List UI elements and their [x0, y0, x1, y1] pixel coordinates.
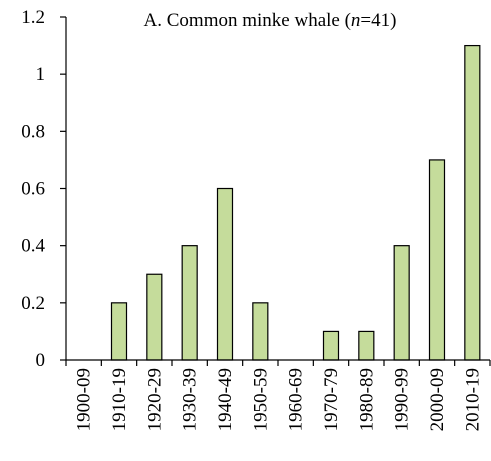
x-tick-label: 1990-99	[392, 368, 413, 431]
bar-1980-89	[358, 330, 375, 361]
bar-1940-49	[216, 187, 234, 361]
x-tick-label: 1910-19	[109, 368, 130, 431]
x-tick-label: 1900-09	[74, 368, 95, 431]
x-tick-label: 1980-89	[356, 368, 377, 431]
x-tick-label: 2010-19	[462, 368, 483, 431]
chart-title-prefix: A. Common minke whale (	[144, 10, 351, 31]
bar-2000-09	[428, 159, 446, 361]
y-tick-label: 0.8	[21, 121, 45, 142]
bars-group	[110, 44, 481, 361]
y-tick-label: 1.2	[21, 7, 45, 28]
y-tick-label: 0.2	[21, 293, 45, 314]
y-tick-label: 1	[36, 64, 46, 85]
x-tick-label: 1940-49	[215, 368, 236, 431]
x-tick-label: 1960-69	[286, 368, 307, 431]
x-tick-label: 1920-29	[144, 368, 165, 431]
bar-1990-99	[393, 245, 410, 361]
y-tick-label: 0.4	[21, 236, 45, 257]
bar-1950-59	[252, 302, 269, 361]
y-tick-label: 0.6	[21, 179, 45, 200]
bar-1910-19	[110, 302, 128, 361]
x-tick-label: 1950-59	[250, 368, 271, 431]
y-axis: 0 0.2 0.4 0.6 0.8 1 1.2	[21, 7, 67, 371]
chart-title-suffix: =41)	[360, 10, 396, 31]
x-tick-label: 2000-09	[427, 368, 448, 431]
bar-1920-29	[146, 273, 163, 361]
x-tick-label: 1970-79	[321, 368, 342, 431]
chart-title-n: n	[351, 10, 361, 31]
bar-1970-79	[322, 330, 340, 361]
x-axis: 1900-09 1910-19 1920-29 1930-39 1940-49 1950-…	[65, 359, 491, 431]
bar-1930-39	[181, 245, 198, 361]
x-tick-label: 1930-39	[180, 368, 201, 431]
chart-title: A. Common minke whale (n=41)	[144, 10, 397, 31]
bar-2010-19	[464, 44, 481, 361]
y-tick-label: 0	[36, 350, 46, 371]
